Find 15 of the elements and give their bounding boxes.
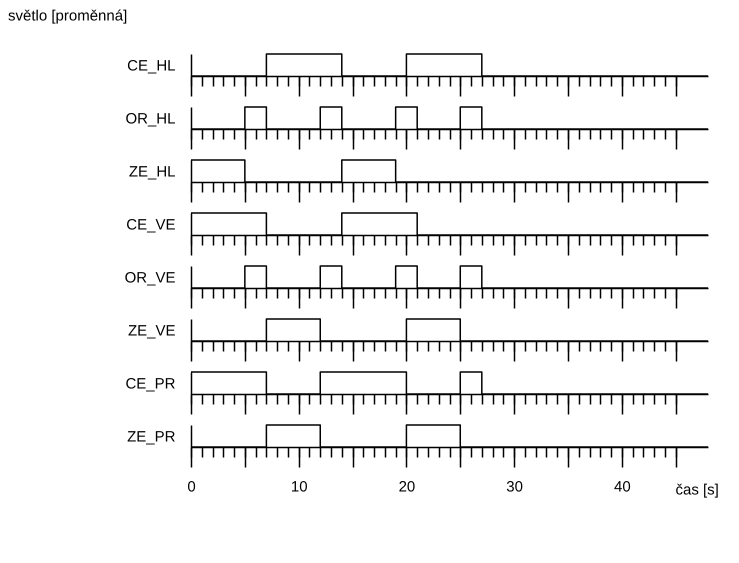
x-tick-label: 0 xyxy=(187,478,196,496)
y-axis-title: OR_VE xyxy=(124,270,176,286)
y-axis-title: ZE_PR xyxy=(127,428,176,446)
x-tick-label: 30 xyxy=(506,478,523,496)
text: světlo [proměnná] xyxy=(8,7,128,24)
x-tick-label: 20 xyxy=(398,478,416,496)
x-tick-label: 40 xyxy=(614,478,631,496)
x-tick-label: 10 xyxy=(290,478,308,496)
y-axis-title: CE_VE xyxy=(126,216,176,234)
y-axis-title: ZE_HL xyxy=(128,164,176,180)
y-axis-title: CE_PR xyxy=(125,376,176,392)
y-axis-title: ZE_VE xyxy=(128,322,176,340)
x-axis-title: čas [s] xyxy=(676,482,719,498)
y-axis-title: OR_HL xyxy=(125,110,176,128)
y-axis-title: CE_HL xyxy=(127,58,176,74)
